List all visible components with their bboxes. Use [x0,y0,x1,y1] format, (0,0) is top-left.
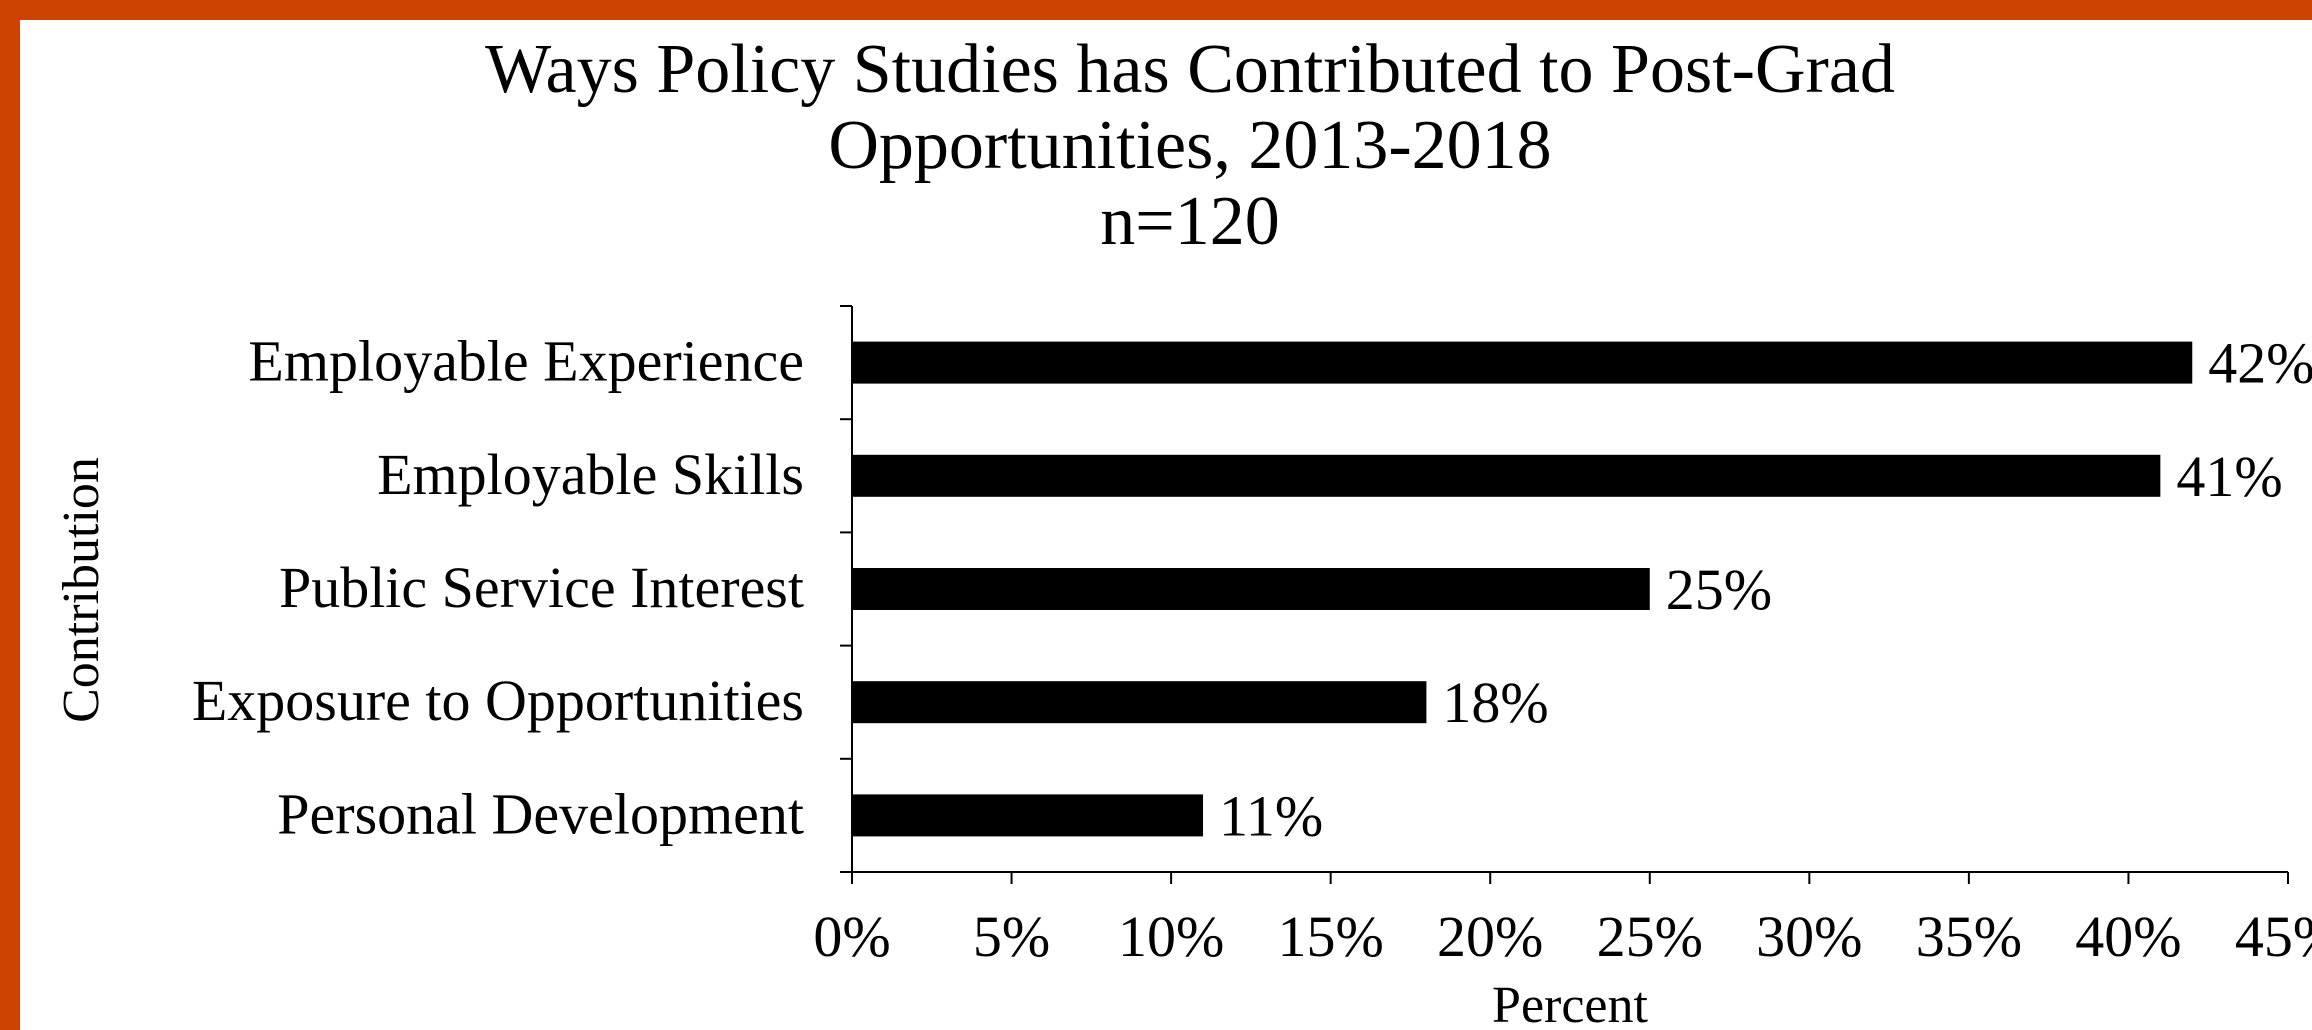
bar [852,794,1204,837]
value-label: 41% [2176,444,2282,509]
x-tick-label: 35% [1916,904,2022,969]
x-tick-label: 0% [813,904,890,969]
x-tick-label: 20% [1437,904,1543,969]
bar [852,681,1427,724]
x-tick-label: 10% [1118,904,1224,969]
value-label: 11% [1219,783,1323,848]
bars [852,341,2193,837]
value-labels: 42% 41% 25% 18% 11% [1219,331,2312,849]
bar [852,454,2161,497]
chart-title: Ways Policy Studies has Contributed to P… [485,31,1895,260]
category-label: Public Service Interest [279,555,804,620]
x-tick-label: 45% [2235,904,2312,969]
category-labels: Employable Experience Employable Skills Pu… [192,329,804,847]
x-tick-label: 5% [973,904,1050,969]
x-tick-label: 40% [2075,904,2181,969]
category-label: Employable Experience [248,329,804,394]
value-label: 25% [1666,557,1772,622]
bar [852,341,2193,384]
x-tick-label: 25% [1597,904,1703,969]
x-tick-label: 30% [1756,904,1862,969]
category-label: Personal Development [277,781,804,846]
x-axis-label: Percent [1492,977,1648,1030]
value-label: 18% [1442,670,1548,735]
frame-border-top [0,0,2312,20]
chart-title-line: Opportunities, 2013-2018 [828,107,1551,184]
chart-title-line: Ways Policy Studies has Contributed to P… [485,31,1895,108]
x-tick-labels: 0% 5% 10% 15% 20% 25% 30% 35% 40% 45% [813,904,2312,969]
axes [840,305,2289,884]
frame-border-left [0,0,20,1030]
x-tick-label: 15% [1278,904,1384,969]
category-label: Employable Skills [377,442,804,507]
chart-title-line: n=120 [1100,183,1279,260]
value-label: 42% [2208,331,2312,396]
bar [852,568,1650,610]
category-label: Exposure to Opportunities [192,668,804,733]
y-axis-label: Contribution [53,457,110,723]
